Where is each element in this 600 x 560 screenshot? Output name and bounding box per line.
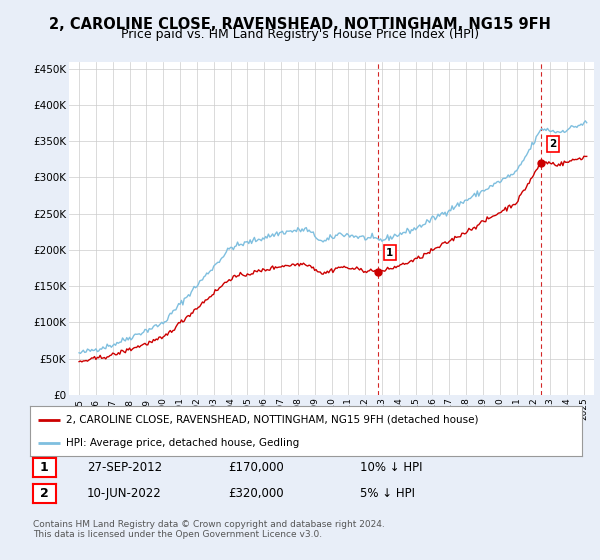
Text: £320,000: £320,000	[228, 487, 284, 500]
Text: Price paid vs. HM Land Registry's House Price Index (HPI): Price paid vs. HM Land Registry's House …	[121, 28, 479, 41]
Text: 1: 1	[40, 461, 49, 474]
Text: 27-SEP-2012: 27-SEP-2012	[87, 461, 162, 474]
Text: 2: 2	[40, 487, 49, 500]
Text: 2, CAROLINE CLOSE, RAVENSHEAD, NOTTINGHAM, NG15 9FH (detached house): 2, CAROLINE CLOSE, RAVENSHEAD, NOTTINGHA…	[66, 414, 478, 424]
Text: HPI: Average price, detached house, Gedling: HPI: Average price, detached house, Gedl…	[66, 438, 299, 448]
Text: £170,000: £170,000	[228, 461, 284, 474]
Text: 2: 2	[549, 139, 556, 149]
Text: 10% ↓ HPI: 10% ↓ HPI	[360, 461, 422, 474]
Text: Contains HM Land Registry data © Crown copyright and database right 2024.
This d: Contains HM Land Registry data © Crown c…	[33, 520, 385, 539]
Text: 2, CAROLINE CLOSE, RAVENSHEAD, NOTTINGHAM, NG15 9FH: 2, CAROLINE CLOSE, RAVENSHEAD, NOTTINGHA…	[49, 17, 551, 32]
Text: 1: 1	[386, 248, 394, 258]
Text: 10-JUN-2022: 10-JUN-2022	[87, 487, 162, 500]
Text: 5% ↓ HPI: 5% ↓ HPI	[360, 487, 415, 500]
